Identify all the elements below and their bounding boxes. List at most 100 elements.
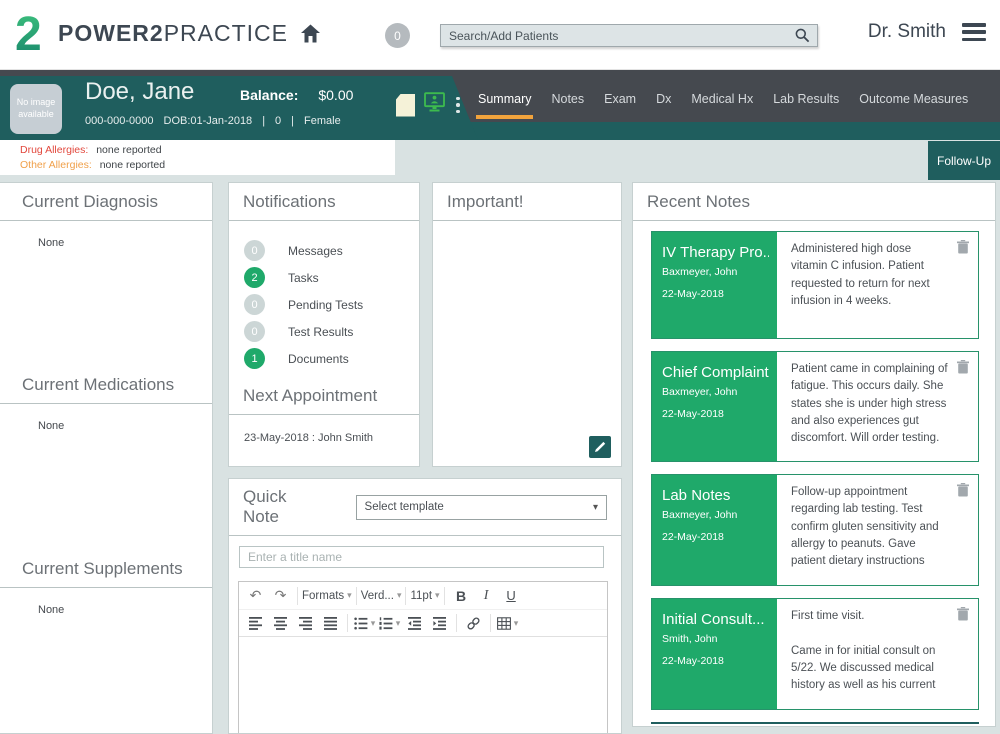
note-title-input[interactable]: [239, 546, 604, 568]
header-notification-badge[interactable]: 0: [385, 23, 410, 48]
note-date: 22-May-2018: [662, 531, 724, 543]
drug-allergies-value: none reported: [96, 144, 162, 156]
count-badge: 0: [244, 240, 265, 261]
align-center-button[interactable]: [268, 612, 293, 634]
current-diagnosis-section: Current Diagnosis None: [0, 183, 212, 249]
brand-light: PRACTICE: [163, 19, 288, 46]
notification-label: Messages: [288, 243, 343, 258]
tab-label: Dx: [656, 92, 672, 106]
document-icon[interactable]: [396, 93, 415, 117]
notification-messages[interactable]: 0 Messages: [229, 237, 419, 264]
patient-demographics: 000-000-0000 DOB:01-Jan-2018 | 0 | Femal…: [85, 115, 341, 127]
notes-divider: [651, 722, 979, 724]
tab-notes[interactable]: Notes: [551, 92, 584, 106]
tab-label: Outcome Measures: [859, 92, 969, 106]
tab-outcome-measures[interactable]: Outcome Measures: [859, 92, 968, 106]
bullet-list-dropdown[interactable]: [352, 612, 377, 634]
edit-important-button[interactable]: [589, 436, 611, 458]
home-icon[interactable]: [300, 24, 321, 43]
current-supplements-section: Current Supplements None: [0, 550, 212, 616]
note-title: IV Therapy Pro...: [662, 244, 769, 261]
trash-icon[interactable]: [957, 240, 969, 254]
link-button[interactable]: [461, 612, 486, 634]
trash-icon[interactable]: [957, 607, 969, 621]
power2practice-logo-icon: 2: [15, 9, 42, 57]
align-justify-button[interactable]: [318, 612, 343, 634]
menu-icon[interactable]: [962, 23, 986, 41]
tab-summary[interactable]: Summary: [475, 92, 534, 119]
important-panel: Important!: [432, 182, 622, 467]
count-badge: 1: [244, 348, 265, 369]
font-size-dropdown[interactable]: 11pt: [410, 585, 439, 607]
patient-photo-placeholder[interactable]: No image available: [10, 84, 62, 134]
tab-lab-results[interactable]: Lab Results: [773, 92, 839, 106]
undo-button[interactable]: ↶: [243, 585, 268, 607]
tab-dx[interactable]: Dx: [656, 92, 671, 106]
patient-sex: Female: [304, 115, 341, 127]
notification-label: Tasks: [288, 270, 319, 285]
tab-medical-hx[interactable]: Medical Hx: [691, 92, 753, 106]
note-author: Baxmeyer, John: [662, 266, 738, 278]
indent-button[interactable]: [427, 612, 452, 634]
kebab-menu-icon[interactable]: [456, 96, 460, 114]
note-card[interactable]: Lab Notes Baxmeyer, John 22-May-2018 Fol…: [651, 474, 979, 586]
trash-icon[interactable]: [957, 483, 969, 497]
numbered-list-dropdown[interactable]: [377, 612, 402, 634]
outdent-button[interactable]: [402, 612, 427, 634]
notification-tasks[interactable]: 2 Tasks: [229, 264, 419, 291]
patient-name: Doe, Jane: [85, 78, 195, 105]
search-input[interactable]: [441, 28, 795, 43]
user-name: Dr. Smith: [867, 21, 946, 42]
brand-bold: POWER2: [58, 19, 164, 46]
app-header: 2 POWER2PRACTICE 0 Dr. Smith: [0, 0, 1000, 70]
follow-up-button[interactable]: Follow-Up: [928, 141, 1000, 180]
count-badge: 0: [244, 294, 265, 315]
notification-label: Documents: [288, 351, 349, 366]
section-title: Current Medications: [0, 366, 212, 404]
align-right-button[interactable]: [293, 612, 318, 634]
section-value: None: [38, 420, 65, 432]
note-card[interactable]: IV Therapy Pro... Baxmeyer, John 22-May-…: [651, 231, 979, 339]
note-author: Baxmeyer, John: [662, 509, 738, 521]
other-allergies-value: none reported: [99, 159, 166, 171]
underline-button[interactable]: U: [499, 585, 524, 607]
bold-button[interactable]: B: [449, 585, 474, 607]
next-appointment-value: 23-May-2018 : John Smith: [244, 432, 374, 444]
redo-button[interactable]: ↷: [268, 585, 293, 607]
trash-icon[interactable]: [957, 360, 969, 374]
note-title: Chief Complaint: [662, 364, 769, 381]
note-editor-content[interactable]: [239, 636, 607, 733]
note-card[interactable]: Chief Complaint Baxmeyer, John 22-May-20…: [651, 351, 979, 462]
balance-value: $0.00: [318, 87, 354, 103]
template-select[interactable]: Select template: [355, 494, 607, 520]
patient-quick-icons: [396, 92, 460, 118]
note-date: 22-May-2018: [662, 655, 724, 667]
allergy-row: Drug Allergies: none reported Other Alle…: [0, 140, 1000, 180]
tab-label: Lab Results: [773, 92, 840, 106]
search-icon[interactable]: [795, 28, 810, 43]
notification-pending-tests[interactable]: 0 Pending Tests: [229, 291, 419, 318]
table-dropdown[interactable]: [495, 612, 520, 634]
svg-text:2: 2: [15, 9, 42, 57]
quick-note-header: Quick Note Select template: [229, 479, 621, 536]
formats-dropdown[interactable]: Formats: [302, 585, 352, 607]
notification-documents[interactable]: 1 Documents: [229, 345, 419, 372]
font-family-dropdown[interactable]: Verd...: [361, 585, 402, 607]
italic-button[interactable]: I: [474, 585, 499, 607]
brand-logo: 2 POWER2PRACTICE: [14, 9, 321, 57]
note-meta: Chief Complaint Baxmeyer, John 22-May-20…: [652, 352, 777, 461]
note-text: Patient came in complaining of fatigue. …: [791, 363, 948, 444]
pencil-icon: [595, 441, 606, 452]
important-title: Important!: [433, 183, 621, 221]
separator: |: [262, 115, 266, 127]
align-left-button[interactable]: [243, 612, 268, 634]
patient-info-section: No image available Doe, Jane 000-000-000…: [0, 76, 478, 140]
note-card[interactable]: Initial Consult... Smith, John 22-May-20…: [651, 598, 979, 710]
template-select-value: Select template: [364, 501, 444, 513]
other-allergies-label: Other Allergies:: [20, 159, 92, 171]
brand-name: POWER2PRACTICE: [58, 20, 288, 47]
separator: |: [291, 115, 295, 127]
tab-exam[interactable]: Exam: [604, 92, 636, 106]
notification-test-results[interactable]: 0 Test Results: [229, 318, 419, 345]
telehealth-monitor-icon[interactable]: [423, 92, 446, 118]
